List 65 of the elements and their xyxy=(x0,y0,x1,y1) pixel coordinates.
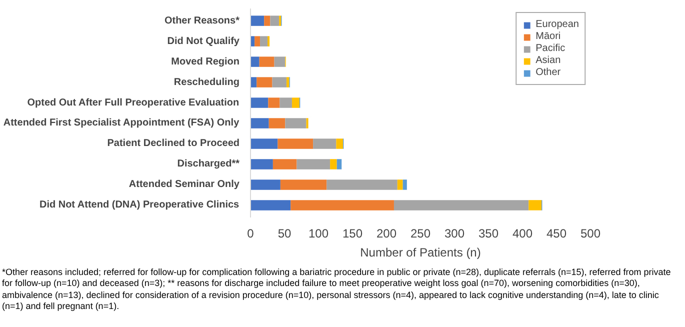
bar xyxy=(250,98,268,108)
y-tick-label: Other Reasons* xyxy=(164,15,240,26)
y-tick-label: Rescheduling xyxy=(174,76,240,88)
bar xyxy=(254,36,260,46)
bar xyxy=(272,77,287,88)
bar xyxy=(260,36,268,46)
x-tick-label: 500 xyxy=(580,226,601,240)
x-tick-label: 0 xyxy=(247,226,254,240)
bar xyxy=(272,159,297,170)
legend-label: Other xyxy=(536,67,561,78)
legend-label: Pacific xyxy=(536,43,566,54)
y-tick-label: Patient Declined to Proceed xyxy=(107,138,240,150)
bar xyxy=(256,77,272,88)
x-tick-label: 300 xyxy=(444,226,465,240)
bar xyxy=(259,56,274,67)
bar xyxy=(285,118,306,128)
bar xyxy=(397,180,403,190)
bar xyxy=(250,77,257,88)
bar xyxy=(264,16,270,26)
bar xyxy=(528,200,542,210)
x-tick-label: 150 xyxy=(342,226,363,240)
bar xyxy=(278,138,314,149)
y-tick-label: Opted Out After Full Preoperative Evaluation xyxy=(27,97,240,108)
bar xyxy=(336,138,343,149)
bar xyxy=(250,159,273,170)
x-tick-label: 100 xyxy=(308,226,329,240)
bar xyxy=(250,200,291,210)
bar xyxy=(270,16,280,26)
bar xyxy=(268,98,280,108)
bar xyxy=(280,98,292,108)
legend-label: Asian xyxy=(536,55,561,66)
bar xyxy=(280,180,327,190)
bar xyxy=(336,159,342,170)
bar xyxy=(394,200,529,210)
text: *Other reasons included; referred for follow-up for complication following a bariatric procedure in public or private (n=28), duplicate referrals (n=15), referred from private for follow-up (n=10) and deceased (n=3); ** reasons for discharge included failure to meet preoperative weight loss goal (n=70), worsening comorbidities (n=30), ambivalence (n=13), declined for consideration of a revision procedure (n=10), personal stressors (n=4), appeared to lack cognitive understanding (n=4), late to clinic (n=1) and fell pregnant (n=1). xyxy=(2,267,672,312)
y-tick-label: Discharged** xyxy=(177,158,240,170)
bar xyxy=(274,56,286,67)
y-tick-label: Did Not Qualify xyxy=(167,36,240,47)
bar xyxy=(250,118,269,128)
legend-label: Māori xyxy=(536,31,561,42)
bar xyxy=(330,159,337,170)
legend-label: European xyxy=(536,19,579,30)
y-tick-label: Attended Seminar Only xyxy=(128,179,240,190)
x-tick-label: 400 xyxy=(512,226,533,240)
x-tick-label: 450 xyxy=(546,226,567,240)
x-axis-title: Number of Patients (n) xyxy=(360,246,481,260)
bar xyxy=(296,159,330,170)
x-tick-label: 50 xyxy=(278,226,292,240)
bar xyxy=(250,138,278,149)
y-tick-label: Did Not Attend (DNA) Preoperative Clinics xyxy=(39,200,240,211)
bar xyxy=(250,56,260,67)
bar xyxy=(292,98,300,108)
bar xyxy=(250,180,280,190)
x-tick-label: 350 xyxy=(478,226,499,240)
bar xyxy=(326,180,398,190)
bar xyxy=(313,138,336,149)
y-tick-label: Attended First Specialist Appointment (FSA) Only xyxy=(3,118,240,129)
bar xyxy=(250,16,264,26)
x-tick-label: 200 xyxy=(376,226,397,240)
bar xyxy=(402,180,407,190)
bar xyxy=(290,200,394,210)
x-tick-label: 250 xyxy=(410,226,431,240)
y-tick-label: Moved Region xyxy=(171,56,240,68)
bar xyxy=(286,77,290,88)
bar xyxy=(268,118,286,128)
